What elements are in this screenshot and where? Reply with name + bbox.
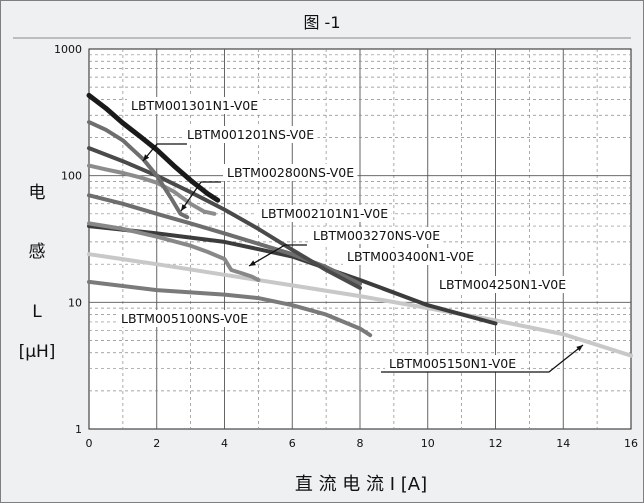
x-tick-label: 12: [489, 437, 503, 450]
series-label: LBTM002101N1-V0E: [261, 206, 388, 221]
label-leader-line: [142, 143, 187, 162]
series-label: LBTM004250N1-V0E: [439, 277, 566, 292]
series-label-bg: [223, 164, 358, 181]
y-tick-label: 1: [75, 423, 82, 436]
series-label-bg: [435, 276, 570, 293]
series-label-bg: [127, 97, 262, 114]
series-label: LBTM003400N1-V0E: [347, 249, 474, 264]
series-line-lbtm005150n1-v0e: [87, 252, 633, 358]
label-leader-line: [180, 181, 221, 212]
series-line-lbtm002101n1-v0e: [87, 146, 362, 290]
series-label-bg: [309, 227, 444, 244]
series-label-bg: [343, 248, 478, 265]
series-label: LBTM002800NS-V0E: [227, 165, 354, 180]
x-tick-label: 8: [357, 437, 364, 450]
series-label-bg: [257, 205, 392, 222]
x-tick-label: 14: [556, 437, 570, 450]
y-axis-label: 电感 L [μH]: [19, 183, 56, 362]
series-layer: [86, 92, 633, 358]
x-tick-label: 16: [624, 437, 638, 450]
x-axis-label: 直 流 电 流 I [A]: [295, 474, 427, 495]
series-label: LBTM003270NS-V0E: [313, 228, 440, 243]
label-leader-line: [248, 244, 307, 267]
x-tick-label: 0: [86, 437, 93, 450]
y-tick-label: 10: [68, 296, 82, 309]
label-arrowhead: [576, 345, 583, 352]
series-label-bg: [117, 310, 252, 327]
series-label: LBTM005100NS-V0E: [121, 311, 248, 326]
series-line-lbtm001201ns-v0e: [87, 120, 190, 220]
y-tick-label: 1000: [54, 43, 82, 56]
series-label: LBTM001201NS-V0E: [187, 127, 314, 142]
series-label-bg: [183, 126, 318, 143]
series-label: LBTM001301N1-V0E: [131, 98, 258, 113]
series-label: LBTM005150N1-V0E: [389, 356, 516, 371]
series-label-bg: [385, 355, 520, 372]
x-tick-label: 10: [421, 437, 435, 450]
series-line-lbtm003270ns-v0e: [87, 221, 261, 282]
label-arrowhead: [181, 204, 187, 211]
series-line-lbtm002800ns-v0e: [87, 163, 217, 216]
series-line-lbtm001301n1-v0e: [86, 92, 221, 203]
series-line-lbtm005100ns-v0e: [87, 279, 373, 338]
y-axis-label-line: 感: [29, 242, 46, 262]
y-axis-label-line: [μH]: [19, 342, 56, 362]
label-arrowhead: [143, 154, 150, 161]
series-line-lbtm004250n1-v0e: [87, 224, 498, 326]
label-leader-line: [381, 344, 584, 373]
x-tick-label: 6: [289, 437, 296, 450]
label-layer: LBTM001301N1-V0E LBTM001201NS-V0E LBTM0028…: [117, 97, 584, 373]
x-tick-label: 4: [221, 437, 228, 450]
y-tick-label: 100: [61, 170, 82, 183]
tick-labels: 0 2 4 6 8 10 12 14 16 1 10 100 1000: [54, 43, 638, 450]
y-axis-label-line: 电: [29, 183, 46, 203]
x-tick-label: 2: [153, 437, 160, 450]
label-arrowhead: [249, 260, 256, 266]
y-axis-label-line: L: [32, 302, 42, 322]
chart-title: 图 -1: [303, 13, 340, 32]
